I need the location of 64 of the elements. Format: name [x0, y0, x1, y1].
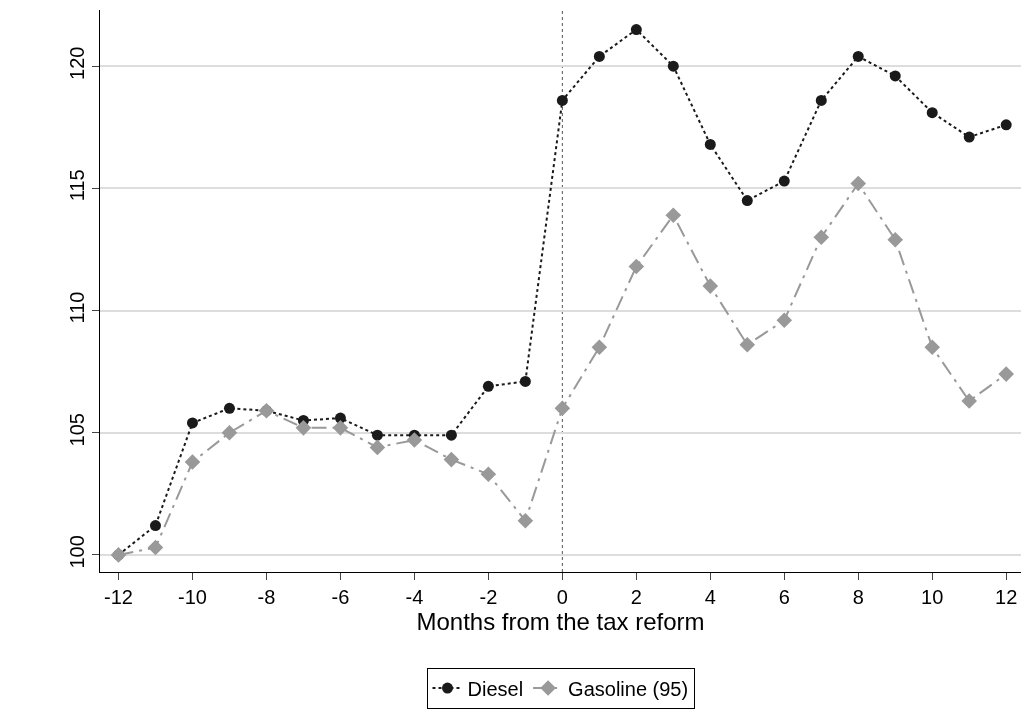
point	[630, 24, 642, 36]
point	[519, 375, 531, 387]
point	[815, 94, 827, 106]
point	[776, 312, 793, 329]
point	[556, 94, 568, 106]
legend-label: Gasoline (95)	[568, 677, 689, 700]
y-tick-label: 110	[66, 291, 88, 324]
x-tick-label: 0	[556, 586, 568, 608]
point	[221, 424, 238, 441]
point	[593, 50, 605, 62]
point	[443, 451, 460, 468]
x-tick-label: -4	[405, 586, 424, 608]
point	[998, 366, 1014, 382]
point	[665, 207, 682, 224]
point	[961, 393, 978, 409]
point	[445, 429, 457, 441]
point	[223, 402, 235, 414]
point	[371, 429, 383, 441]
x-tick-label: -2	[479, 586, 498, 608]
point	[887, 231, 904, 248]
point	[482, 380, 494, 392]
point	[184, 454, 201, 470]
x-tick-label: 2	[630, 586, 642, 608]
point	[963, 131, 975, 143]
point	[1000, 119, 1012, 131]
point	[852, 50, 864, 62]
y-tick-label: 100	[66, 535, 88, 569]
point	[926, 107, 938, 119]
x-tick-label: -12	[104, 586, 133, 608]
point	[741, 195, 753, 207]
point	[186, 417, 198, 429]
point	[295, 420, 312, 436]
point	[924, 339, 941, 355]
point	[778, 175, 790, 187]
x-tick-label: -8	[257, 586, 276, 608]
y-tick-label: 105	[66, 413, 88, 447]
legend-label: Diesel	[467, 677, 524, 700]
point	[667, 60, 679, 72]
point	[704, 138, 716, 150]
point	[739, 336, 756, 353]
point	[406, 432, 423, 448]
point	[517, 512, 534, 529]
point	[332, 420, 349, 436]
x-axis-title: Months from the tax reform	[416, 608, 705, 635]
point	[369, 439, 386, 456]
x-tick-label: 6	[778, 586, 790, 608]
point	[889, 70, 901, 82]
x-tick-label: -10	[178, 586, 207, 608]
point	[480, 466, 497, 483]
x-tick-label: 10	[921, 586, 944, 608]
y-tick-label: 115	[66, 169, 88, 202]
y-tick-label: 120	[66, 46, 88, 80]
point	[850, 175, 867, 192]
point	[554, 400, 571, 417]
point	[702, 278, 719, 294]
point	[813, 229, 830, 246]
x-tick-label: 8	[852, 586, 864, 608]
point	[149, 520, 161, 532]
point	[628, 258, 645, 275]
x-tick-label: -6	[331, 586, 350, 608]
x-tick-label: 12	[995, 586, 1018, 608]
point	[591, 339, 608, 355]
x-tick-label: 4	[704, 586, 716, 608]
point	[147, 539, 164, 556]
